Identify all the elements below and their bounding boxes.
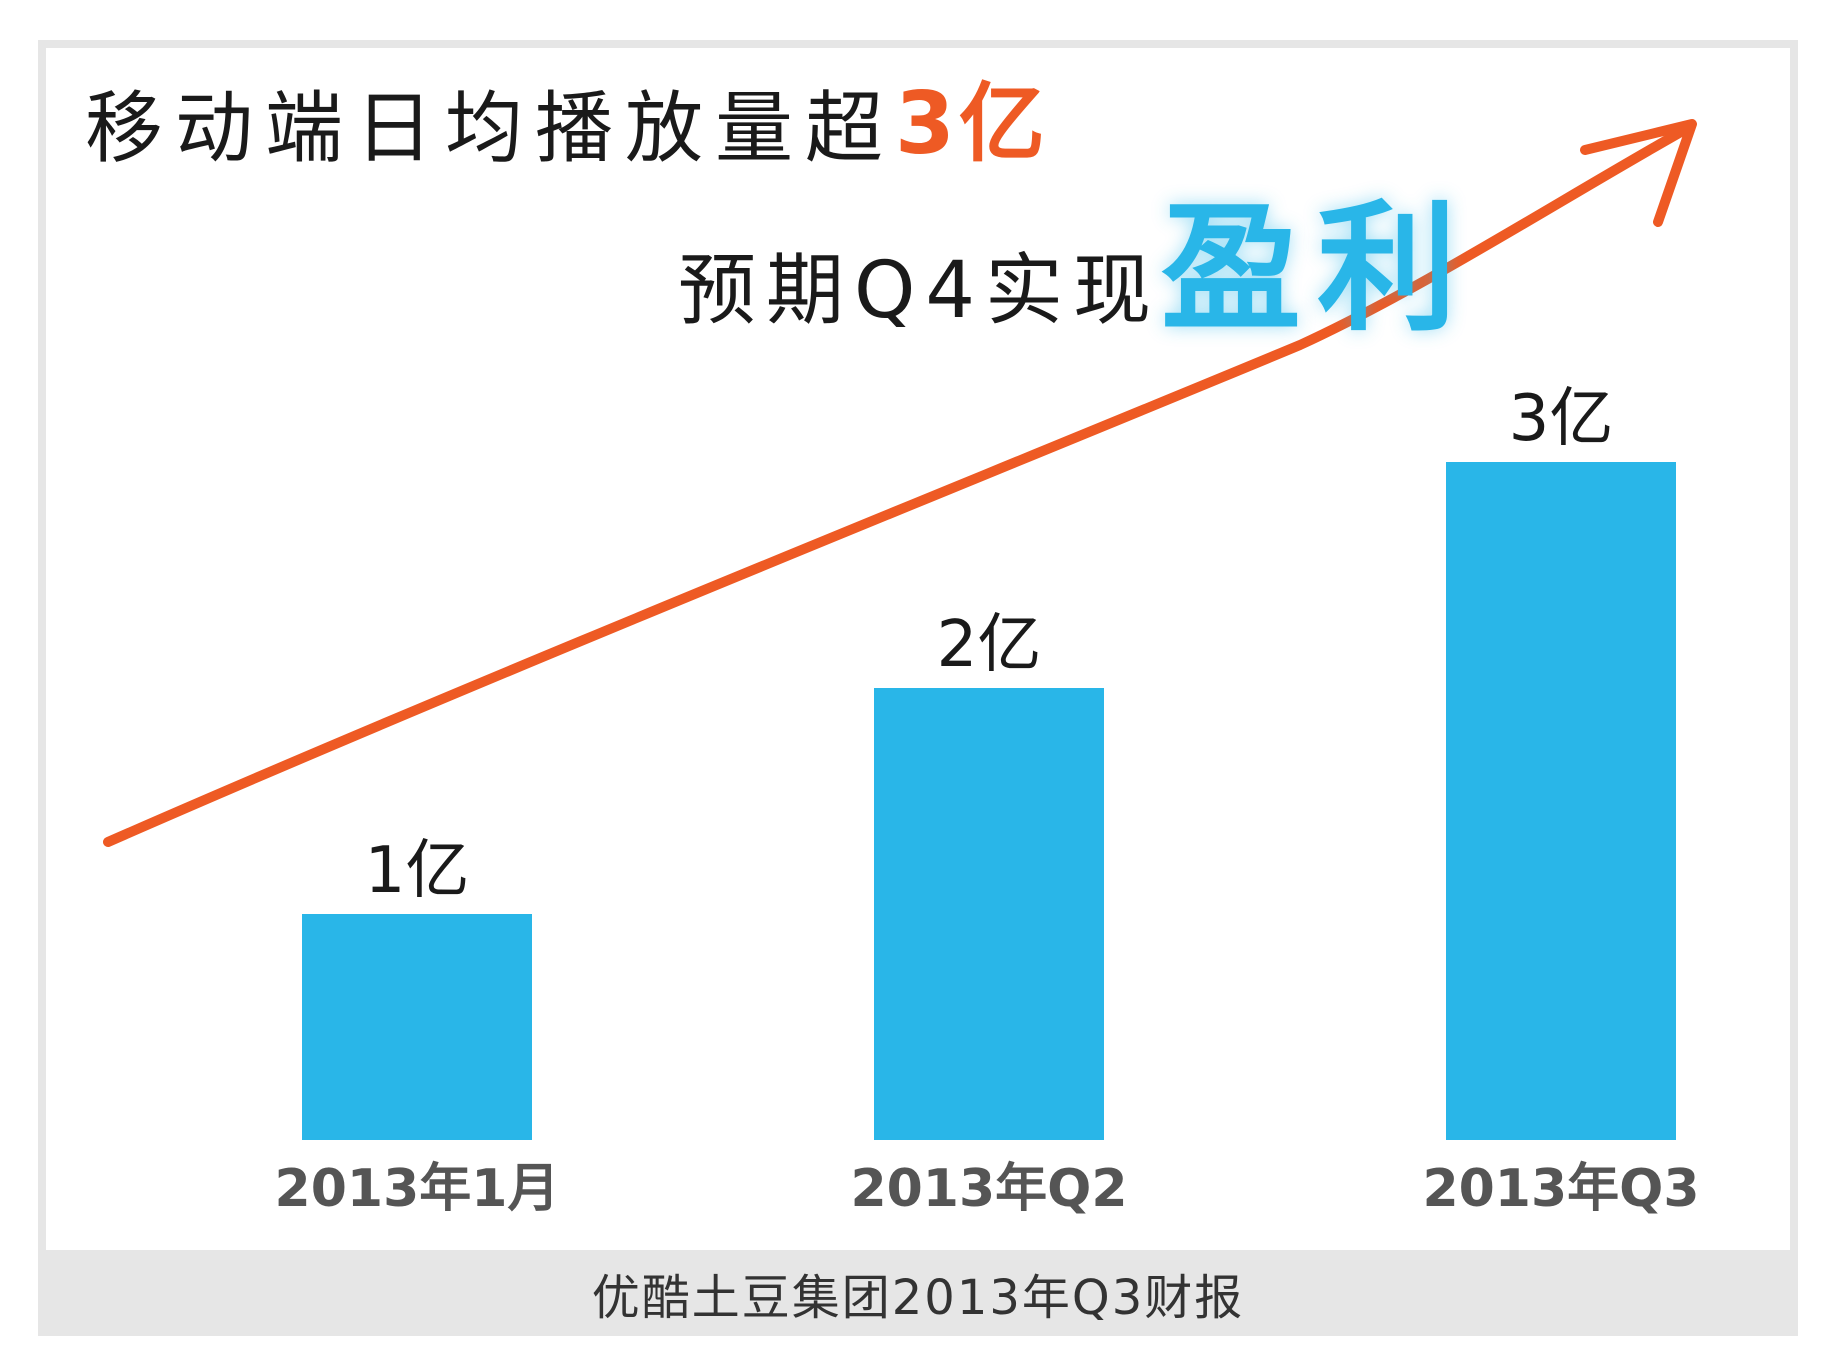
subline-text: 预期Q4实现 — [678, 246, 1162, 336]
value-label-2: 2亿 — [937, 608, 1042, 682]
value-label-3: 3亿 — [1509, 382, 1614, 456]
category-label-3: 2013年Q3 — [1422, 1159, 1699, 1219]
subline: 预期Q4实现 盈利 — [678, 200, 1473, 340]
trend-arrow — [103, 119, 1697, 847]
source-text: 优酷土豆集团2013年Q3财报 — [591, 1270, 1245, 1326]
headline-text: 移动端日均播放量超 — [85, 84, 896, 174]
bar-3 — [1446, 462, 1676, 1140]
bars-layer — [302, 462, 1676, 1140]
category-label-1: 2013年1月 — [275, 1159, 560, 1219]
trend-arrow-head — [1580, 119, 1697, 227]
bar-2 — [874, 688, 1104, 1140]
bar-1 — [302, 914, 532, 1140]
source-footer: 优酷土豆集团2013年Q3财报 — [38, 1250, 1798, 1336]
trend-arrow-line — [103, 123, 1693, 847]
headline-accent: 3亿 — [895, 74, 1049, 174]
headline: 移动端日均播放量超 3亿 — [85, 74, 1049, 178]
value-label-1: 1亿 — [365, 834, 470, 908]
labels-layer: 1亿 2013年1月 2亿 2013年Q2 3亿 2013年Q3 — [275, 382, 1700, 1219]
subline-accent: 盈利 — [1161, 188, 1474, 351]
category-label-2: 2013年Q2 — [850, 1159, 1127, 1219]
